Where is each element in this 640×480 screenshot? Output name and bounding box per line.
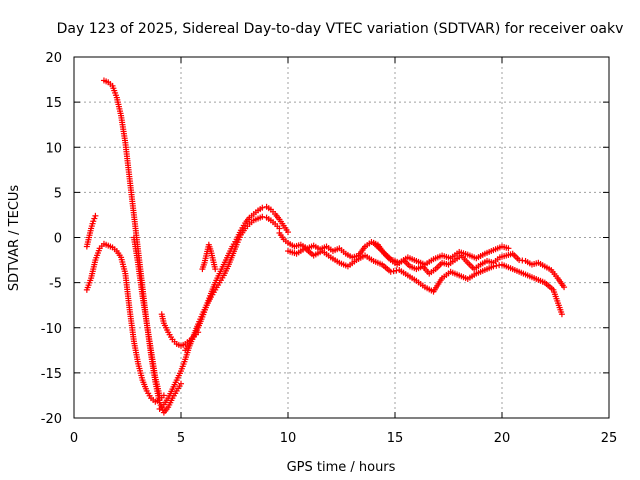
y-tick-label: -20 (41, 412, 62, 427)
data-point (178, 380, 184, 387)
data-point (90, 218, 97, 225)
data-point-interp (91, 215, 98, 222)
y-tick-label: 5 (54, 186, 62, 201)
x-tick-label: 25 (601, 431, 618, 446)
x-axis-label: GPS time / hours (287, 460, 396, 475)
data-point (490, 263, 497, 270)
data-point (561, 284, 568, 291)
data-point (285, 229, 291, 236)
data-point (259, 204, 266, 211)
data-point (156, 392, 163, 399)
data-point-interp (390, 268, 397, 275)
x-tick-label: 10 (280, 431, 297, 446)
data-point (92, 212, 99, 219)
y-tick-label: 0 (54, 232, 62, 247)
y-tick-label: 15 (45, 96, 62, 111)
data-points (83, 77, 568, 416)
y-tick-label: -5 (49, 277, 62, 292)
x-tick-label: 15 (387, 431, 404, 446)
axis-ticks: 0 5 10 15 20 25 -20 -15 -10 -5 0 5 10 15 20 (41, 51, 618, 446)
data-point (387, 268, 394, 275)
y-tick-label: -10 (41, 322, 62, 337)
x-tick-label: 20 (494, 431, 511, 446)
data-point-interp (393, 267, 400, 274)
data-point (505, 245, 512, 252)
y-tick-label: -15 (41, 367, 62, 382)
y-tick-label: 10 (45, 141, 62, 156)
data-point (212, 266, 219, 273)
x-tick-label: 5 (177, 431, 185, 446)
x-tick-label: 0 (70, 431, 78, 446)
y-tick-label: 20 (45, 51, 62, 66)
data-point-interp (493, 262, 500, 269)
grid-lines (74, 57, 609, 418)
data-point (558, 311, 565, 318)
chart-title: Day 123 of 2025, Sidereal Day-to-day VTE… (57, 21, 624, 37)
data-point (259, 213, 266, 220)
y-axis-label: SDTVAR / TECUs (7, 185, 22, 292)
